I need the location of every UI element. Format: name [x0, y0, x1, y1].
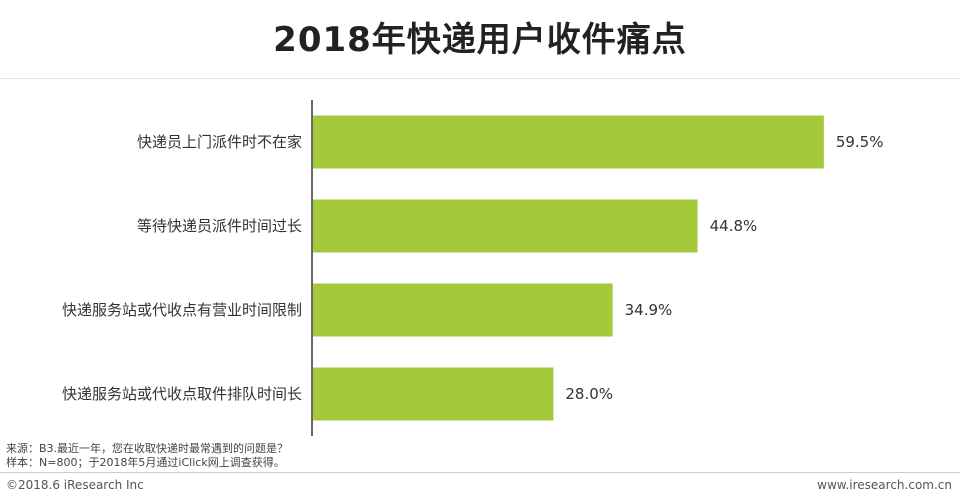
title-divider: [0, 78, 960, 79]
value-label: 44.8%: [710, 217, 758, 235]
bar: [313, 199, 698, 253]
source-notes: 来源：B3.最近一年，您在收取快递时最常遇到的问题是？ 样本：N=800；于20…: [6, 442, 288, 470]
sample-note: 样本：N=800；于2018年5月通过iClick网上调查获得。: [6, 456, 285, 469]
category-label: 等待快递员派件时间过长: [137, 217, 302, 235]
category-label: 快递服务站或代收点取件排队时间长: [62, 385, 302, 403]
category-label: 快递服务站或代收点有营业时间限制: [62, 301, 302, 319]
footer-url: www.iresearch.com.cn: [817, 478, 952, 492]
footer-divider: [0, 472, 960, 473]
source-note: 来源：B3.最近一年，您在收取快递时最常遇到的问题是？: [6, 442, 289, 455]
copyright-text: ©2018.6 iResearch Inc: [6, 478, 144, 492]
bar: [313, 367, 554, 421]
chart-title: 2018年快递用户收件痛点: [273, 20, 687, 60]
value-label: 28.0%: [565, 385, 613, 403]
bar: [313, 115, 824, 169]
bar-chart: 快递员上门派件时不在家 59.5% 等待快递员派件时间过长 44.8% 快递服务站或代收…: [62, 100, 884, 436]
bar: [313, 283, 613, 337]
value-label: 34.9%: [625, 301, 673, 319]
value-label: 59.5%: [836, 133, 884, 151]
category-label: 快递员上门派件时不在家: [137, 133, 302, 151]
